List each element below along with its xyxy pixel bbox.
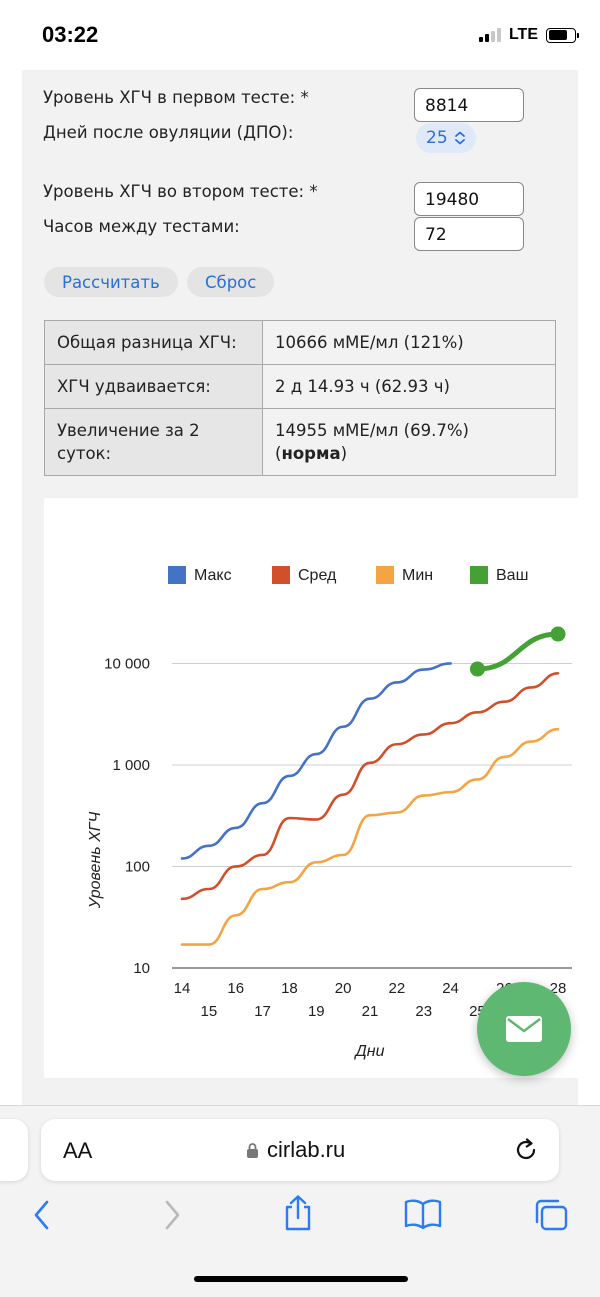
x-tick-label: 21 [362,1003,379,1020]
table-row: Увеличение за 2 суток: 14955 мМЕ/мл (69.… [44,408,556,477]
browser-toolbar: AA cirlab.ru [0,1105,600,1297]
book-icon [404,1199,442,1230]
hcg2-label: Уровень ХГЧ во втором тесте: * [43,182,318,201]
reload-button[interactable] [513,1136,539,1168]
y-axis-title: Уровень ХГЧ [87,812,104,910]
reload-icon [516,1138,536,1160]
x-axis-title: Дни [354,1043,385,1060]
x-tick-label: 17 [254,1003,271,1020]
dpo-label: Дней после овуляции (ДПО): [43,123,294,142]
y-tick-label: 1 000 [112,757,150,774]
address-bar[interactable]: AA cirlab.ru [41,1119,559,1181]
x-tick-label: 19 [308,1003,325,1020]
data-point [469,661,485,677]
x-tick-label: 20 [335,980,352,997]
dpo-value: 25 [426,128,448,148]
hours-label: Часов между тестами: [43,217,240,236]
chevron-left-icon [34,1200,49,1230]
table-row: Общая разница ХГЧ: 10666 мМЕ/мл (121%) [44,319,556,366]
x-tick-label: 18 [281,980,298,997]
x-tick-label: 24 [442,980,459,997]
chevron-right-icon [165,1200,180,1230]
tabs-button[interactable] [533,1198,569,1236]
legend-swatch [168,566,186,584]
legend-label: Ваш [496,567,528,584]
series-line-Мин [180,727,560,946]
status-bar: 03:22 LTE [0,0,600,70]
hcg1-input[interactable]: 8814 [414,88,524,122]
x-tick-label: 16 [227,980,244,997]
back-button[interactable] [30,1198,54,1236]
hcg1-label: Уровень ХГЧ в первом тесте: * [43,88,309,107]
legend-label: Сред [298,567,337,584]
legend-swatch [272,566,290,584]
legend-label: Мин [402,567,433,584]
signal-icon [478,28,501,42]
dpo-select[interactable]: 25 [416,123,476,153]
reader-settings-button[interactable]: AA [63,1138,93,1163]
tabs-icon [535,1199,568,1231]
status-indicators: LTE [478,26,579,44]
series-line-Макс [180,662,452,860]
url-text: cirlab.ru [267,1137,346,1162]
forward-button[interactable] [160,1198,184,1236]
hcg2-input[interactable]: 19480 [414,182,524,216]
browser-nav [0,1195,600,1238]
lock-icon [247,1142,258,1158]
data-point [550,626,566,642]
table-row: ХГЧ удваивается: 2 д 14.93 ч (62.93 ч) [44,364,556,410]
mail-button[interactable] [477,982,571,1076]
share-button[interactable] [282,1194,314,1236]
hours-input[interactable]: 72 [414,217,524,251]
result-value: 2 д 14.93 ч (62.93 ч) [262,364,556,410]
home-indicator [194,1276,408,1282]
result-key: ХГЧ удваивается: [44,364,263,410]
legend-swatch [470,566,488,584]
results-table: Общая разница ХГЧ: 10666 мМЕ/мл (121%) Х… [44,319,556,477]
previous-tab-card[interactable] [0,1119,28,1181]
x-tick-label: 23 [415,1003,432,1020]
legend-label: Макс [194,567,232,584]
legend-swatch [376,566,394,584]
reset-button[interactable]: Сброс [187,267,275,297]
y-tick-label: 100 [125,858,150,875]
series-line-Ваш [474,631,561,672]
hcg-chart: 10 100 1 000 10 000 14 15 16 17 18 19 20 21 22 23 24 25… [44,498,578,1078]
status-time: 03:22 [42,22,99,47]
calculator-page: Уровень ХГЧ в первом тесте: * 8814 Дней … [22,70,578,1105]
share-icon [285,1195,311,1231]
y-tick-label: 10 [133,960,150,977]
series-line-Сред [180,671,560,901]
x-tick-label: 14 [174,980,191,997]
increase-value: 14955 мМЕ/мл (69.7%) [275,421,469,441]
result-value: 10666 мМЕ/мл (121%) [262,319,556,366]
result-key: Общая разница ХГЧ: [44,319,263,366]
result-value: 14955 мМЕ/мл (69.7%) (норма) [262,408,556,477]
status-badge: норма [281,444,341,464]
result-key: Увеличение за 2 суток: [44,408,263,477]
y-tick-label: 10 000 [104,655,150,672]
url-display[interactable]: cirlab.ru [246,1137,345,1163]
x-tick-label: 22 [389,980,406,997]
envelope-icon [506,1016,542,1042]
battery-icon [546,27,579,43]
chevron-up-down-icon [454,131,465,145]
network-label: LTE [508,26,538,43]
bookmarks-button[interactable] [404,1198,442,1234]
x-tick-label: 15 [201,1003,218,1020]
calculate-button[interactable]: Рассчитать [44,267,178,297]
